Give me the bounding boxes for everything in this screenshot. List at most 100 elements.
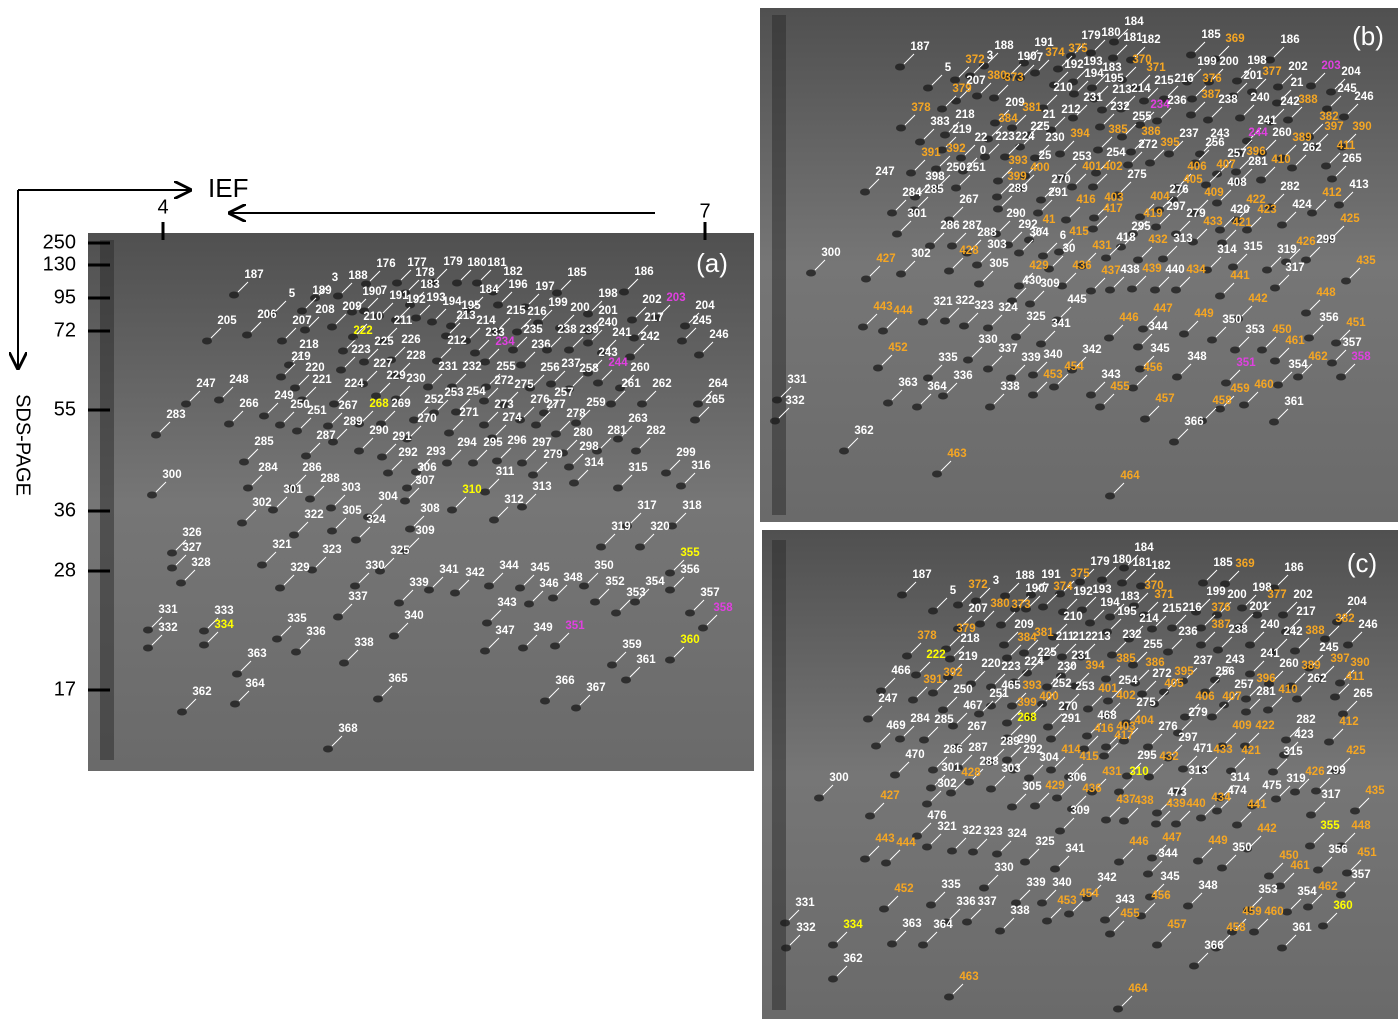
gel-spot [1195,151,1205,158]
spot-label: 287 [968,742,987,754]
spot-label: 368 [338,723,358,735]
gel-spot [956,155,966,162]
spot-label: 244 [1248,127,1268,139]
spot-label: 424 [1292,199,1312,211]
gel-spot [242,332,252,339]
gel-spot [1313,867,1323,874]
spot-label: 281 [1256,686,1276,698]
spot-label: 199 [548,297,567,309]
spot-label: 293 [426,446,445,458]
spot-label: 265 [1353,688,1373,700]
spot-label: 229 [386,370,405,382]
gel-spot [470,350,480,357]
spot-label: 191 [1041,569,1061,581]
spot-label: 339 [409,577,428,589]
gel-spot [1245,642,1255,649]
gel-spot [992,194,1002,201]
gel-spot [1064,911,1074,918]
spot-label: 432 [1159,751,1178,763]
spot-label: 192 [406,294,425,306]
spot-label: 185 [1201,29,1221,41]
spot-label: 317 [637,500,656,512]
gel-spot [607,662,617,669]
spot-label: 251 [989,688,1009,700]
spot-label: 342 [465,567,484,579]
spot-label: 460 [1254,379,1273,391]
gel-spot [1293,374,1303,381]
spot-label: 214 [476,315,496,327]
gel-spot [593,380,603,387]
gel-spot [1085,620,1095,627]
spot-label: 265 [1342,153,1362,165]
gel-spot [1263,707,1273,714]
gel-spot [940,318,950,325]
gel-spot [484,583,494,590]
gel-spot [1037,900,1047,907]
spot-label: 322 [962,825,981,837]
gel-spot [1273,382,1283,389]
gel-spot [1350,808,1360,815]
spot-label: 336 [306,626,325,638]
gel-spot [918,942,928,949]
spot-label: 360 [1333,900,1352,912]
spot-label: 319 [1277,244,1296,256]
spot-label: 179 [443,256,462,268]
spot-label: 220 [305,362,324,374]
spot-label: 223 [1001,661,1020,673]
gel-spot [143,645,153,652]
spot-label: 324 [366,514,386,526]
spot-label: 454 [1064,361,1084,373]
gel-spot [300,327,310,334]
spot-label: 399 [1007,171,1026,183]
spot-label: 3 [987,50,993,62]
spot-label: 214 [1139,613,1159,625]
gel-spot [518,645,528,652]
gel-spot [772,397,782,404]
gel-spot [1087,85,1097,92]
spot-label: 252 [1052,678,1071,690]
spot-label: 237 [1179,128,1198,140]
spot-label: 362 [854,425,873,437]
gel-spot [392,280,402,287]
gel-spot [1033,210,1043,217]
spot-label: 452 [888,342,907,354]
gel-spot [897,592,907,599]
spot-label: 344 [1148,321,1168,333]
spot-label: 279 [543,449,562,461]
spot-label: 257 [1234,679,1253,691]
spot-label: 194 [1084,68,1104,80]
gel-spot [915,139,925,146]
spot-label: 457 [1155,393,1174,405]
gel-spot [926,785,936,792]
gel-spot [354,448,364,455]
spot-label: 179 [1090,556,1109,568]
gel-spot [1114,859,1124,866]
gel-spot [631,448,641,455]
gel-spot [946,790,956,797]
gel-spot [635,544,645,551]
spot-label: 181 [1123,32,1143,44]
gel-spot [1321,163,1331,170]
spot-label: 217 [644,312,663,324]
gel-spot [1269,419,1279,426]
spot-label: 354 [1297,886,1317,898]
gel-spot [1327,176,1337,183]
spot-label: 428 [961,767,981,779]
spot-label: 300 [821,247,840,259]
spot-label: 453 [1043,369,1062,381]
gel-spot [479,422,489,429]
spot-label: 253 [444,387,463,399]
gel-spot [951,98,961,105]
gel-spot [571,420,581,427]
gel-spot [887,941,897,948]
gel-spot [1147,855,1157,862]
gel-spot [1326,89,1336,96]
gel-spot [922,801,932,808]
spot-label: 470 [905,749,924,761]
spot-label: 213 [1091,631,1110,643]
gel-spot [1042,684,1052,691]
spot-label: 453 [1057,895,1076,907]
spot-label: 362 [192,686,211,698]
spot-label: 381 [1022,102,1042,114]
spot-label: 247 [196,378,215,390]
